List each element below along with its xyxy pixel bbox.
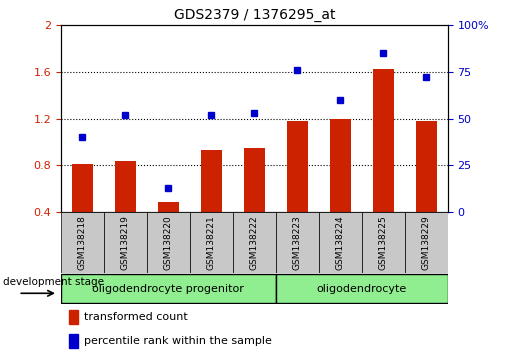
Bar (147, 212, 190, 273)
Bar (276, 212, 319, 273)
Text: GSM138224: GSM138224 (336, 215, 345, 270)
Bar (190, 212, 233, 273)
Text: GSM138223: GSM138223 (293, 215, 302, 270)
Bar (330, 119, 351, 212)
Text: oligodendrocyte progenitor: oligodendrocyte progenitor (92, 284, 244, 293)
Bar (244, 148, 265, 212)
Bar (69, 310, 78, 324)
Bar (362, 212, 405, 273)
Title: GDS2379 / 1376295_at: GDS2379 / 1376295_at (174, 8, 335, 22)
Bar (287, 121, 308, 212)
Text: percentile rank within the sample: percentile rank within the sample (84, 336, 272, 346)
Text: GSM138229: GSM138229 (422, 215, 431, 270)
Bar (405, 212, 448, 273)
Bar (114, 161, 136, 212)
Text: GSM138221: GSM138221 (207, 215, 216, 270)
Text: GSM138219: GSM138219 (121, 215, 130, 270)
Text: GSM138225: GSM138225 (379, 215, 388, 270)
Bar (104, 212, 147, 273)
Bar (373, 69, 394, 212)
Bar (61, 274, 276, 303)
Text: GSM138222: GSM138222 (250, 215, 259, 270)
Text: oligodendrocyte: oligodendrocyte (317, 284, 407, 293)
Bar (201, 150, 222, 212)
Bar (61, 212, 104, 273)
Text: development stage: development stage (3, 277, 104, 287)
Bar (276, 274, 448, 303)
Text: GSM138220: GSM138220 (164, 215, 173, 270)
Bar (416, 121, 437, 212)
Text: GSM138218: GSM138218 (78, 215, 87, 270)
Bar (319, 212, 362, 273)
Bar (158, 202, 179, 212)
Bar (233, 212, 276, 273)
Bar (72, 164, 93, 212)
Bar (69, 334, 78, 348)
Text: transformed count: transformed count (84, 312, 188, 322)
